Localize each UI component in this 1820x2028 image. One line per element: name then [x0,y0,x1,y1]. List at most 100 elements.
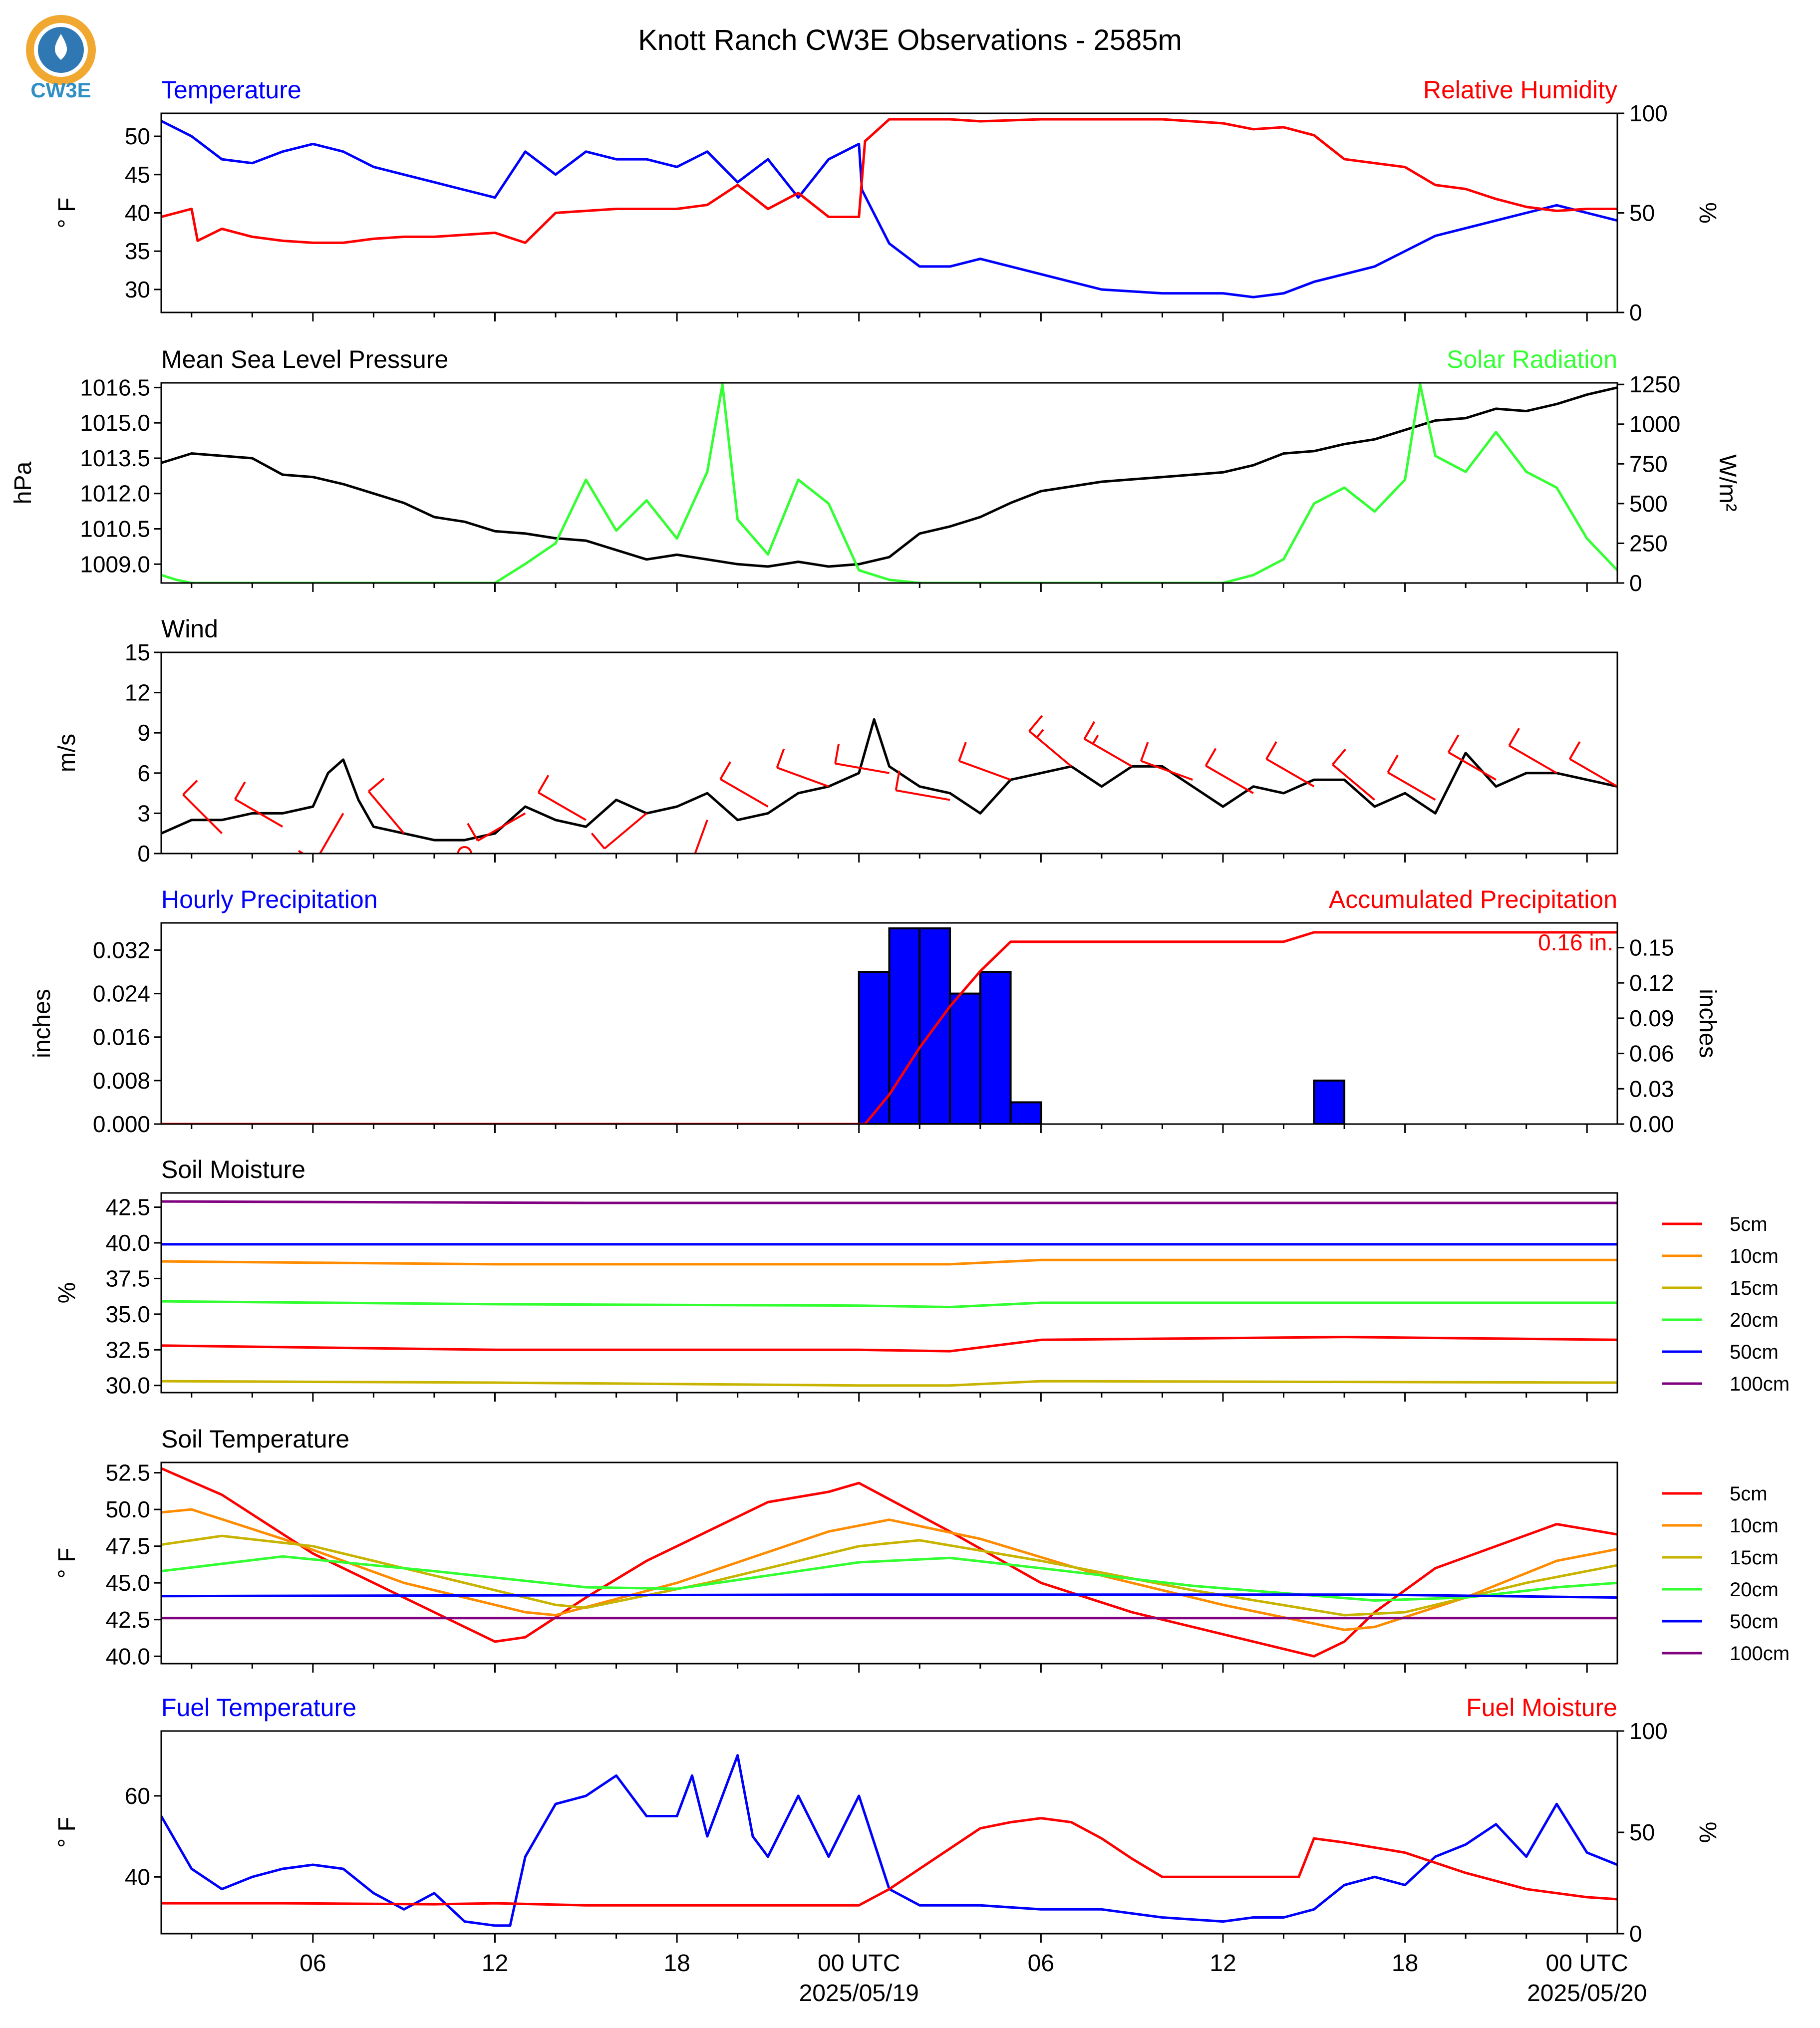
panel-title-right: Relative Humidity [1423,76,1617,104]
wind-barb-staff [1509,745,1557,774]
precip-bar [1009,1101,1042,1124]
wind-barb-flag [298,850,305,854]
wind-barb-staff [477,812,526,842]
legend-label: 15cm [1730,1547,1779,1569]
panel-fuel: Fuel Temperature Fuel Moisture 40 60 ° F 0 50 1… [54,1694,1721,1947]
y-tick-label: 9 [137,720,150,746]
wind-barb-staff [1387,771,1436,801]
y-tick-label: 32.5 [105,1337,150,1363]
wind-barb-staff [367,791,405,834]
panel-pressure_solar: Mean Sea Level Pressure Solar Radiation 10… [10,345,1741,596]
wind-barb-staff [182,794,223,835]
wind-barb-flag [1387,754,1399,773]
y-tick-label: 35 [125,238,150,264]
y2-tick-label: 750 [1629,451,1668,477]
legend-label: 10cm [1730,1245,1779,1267]
y-axis-label: ° F [54,1817,80,1848]
wind-barb [834,743,890,774]
y-tick-label: 0.016 [93,1024,150,1050]
y2-tick-label: 500 [1629,491,1668,517]
series-line-5cm [161,1467,1617,1658]
wind-barb-flag [368,778,385,792]
series-line-15cm [161,1534,1617,1617]
wind-barb [1447,734,1497,781]
logo-drop-icon [54,34,67,60]
x-date-label: 2025/05/19 [799,1980,919,2007]
panel-title-left: Soil Moisture [161,1156,305,1183]
series-line-20cm [161,1300,1617,1309]
y-tick-label: 37.5 [105,1265,150,1291]
plot-area-temp_rh [161,118,1617,298]
y-tick-label: 0 [137,841,150,867]
panel-precip: Hourly Precipitation Accumulated Precipit… [29,885,1721,1137]
wind-barb [1332,748,1376,801]
wind-barb [591,812,647,850]
series-line-temperature [161,120,1617,298]
wind-barb-flag [834,743,840,764]
wind-barb-staff [835,762,890,774]
series-line-fuel-temperature [161,1754,1617,1927]
y-tick-label: 40.0 [105,1643,150,1669]
y2-axis-label: inches [1694,989,1721,1058]
panel-title-left: Wind [161,615,218,643]
wind-barb [719,761,769,808]
wind-barb-staff [1205,765,1254,794]
y-tick-label: 3 [137,800,150,826]
panel-title-left: Fuel Temperature [161,1694,356,1722]
x-date-label: 2025/05/20 [1527,1980,1647,2007]
wind-barb-flag [1332,748,1346,766]
y-axis-label: ° F [54,1548,80,1579]
panel-soil_temp: Soil Temperature 40.0 42.5 45.0 47.5 50.0 52.5… [54,1425,1790,1673]
panel-frame [160,1730,1618,1935]
wind-barb [1508,728,1557,774]
wind-barb-staff [958,760,1011,781]
wind-barb [1083,721,1133,768]
panel-frame [160,1461,1618,1665]
series-line-10cm [161,1258,1617,1266]
wind-barb-flag [1205,748,1217,767]
wind-barb [895,770,950,801]
x-tick-label: 00 UTC [818,1950,900,1977]
y2-tick-label: 1000 [1629,411,1680,437]
wind-barb-flag [776,748,785,768]
wind-barb-flag [719,761,731,780]
legend-label: 5cm [1730,1483,1768,1505]
plot-area-soil_temp [161,1467,1617,1658]
panels: Temperature Relative Humidity3035404550° … [10,76,1790,2007]
wind-barb-flag [1140,742,1149,762]
legend-label: 50cm [1730,1341,1779,1363]
legend-label: 15cm [1730,1277,1779,1299]
y-tick-label: 12 [125,680,150,706]
plot-area-soil_moisture [161,1200,1617,1387]
panel-frame [160,112,1618,313]
wind-barb [1205,748,1254,794]
wind-barb-flag [1028,715,1043,732]
legend-label: 50cm [1730,1611,1779,1633]
y2-tick-label: 0 [1629,299,1642,325]
wind-barb-flag [1508,728,1520,746]
precip-bar [1313,1079,1346,1124]
y2-tick-label: 0.15 [1629,934,1674,960]
wind-barb-flag [467,823,479,842]
wind-barb [182,780,223,835]
wind-barb-flag [1265,741,1277,760]
y-axis-label: m/s [54,734,80,772]
panel-title-left: Temperature [161,76,302,104]
y2-tick-label: 100 [1629,1718,1668,1744]
y-tick-label: 1013.5 [80,445,150,471]
y2-axis-label: W/m² [1714,454,1741,512]
precip-bar [979,971,1012,1124]
panel-frame [160,651,1618,855]
series-line-accumulated-precipitation [161,931,1617,1124]
y2-tick-label: 0.00 [1629,1111,1674,1137]
wind-barb-flag [1447,734,1460,753]
y2-tick-label: 0.12 [1629,970,1674,996]
y-axis-label: ° F [54,198,80,229]
wind-barb-staff [1448,751,1497,781]
wind-barb-staff [720,778,769,808]
wind-barb-staff [694,820,708,854]
x-tick-label: 12 [1210,1950,1236,1977]
wind-barb [467,812,526,842]
cw3e-logo-icon [26,15,96,85]
y-tick-label: 40 [125,200,150,226]
